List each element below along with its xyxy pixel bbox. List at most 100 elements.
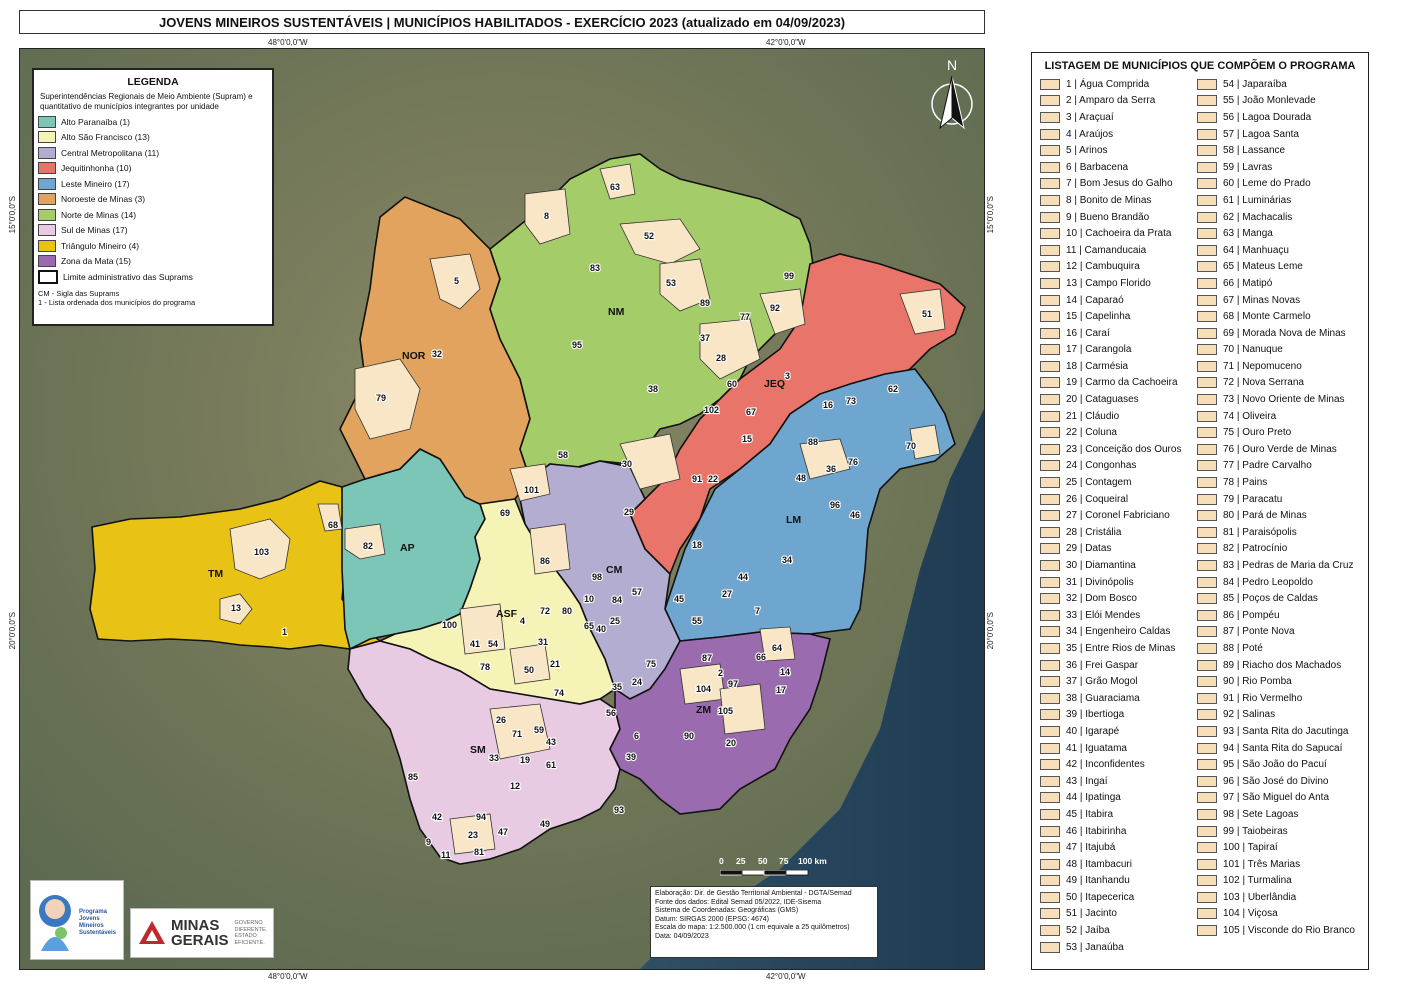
list-item-label: 87 | Ponte Nova bbox=[1223, 626, 1295, 638]
list-item: 37 | Grão Mogol bbox=[1040, 673, 1197, 690]
mun-num: 103 bbox=[254, 547, 269, 557]
mun-num: 68 bbox=[328, 520, 338, 530]
list-item: 82 | Patrocínio bbox=[1197, 541, 1354, 558]
region-label-asf: ASF bbox=[496, 608, 518, 620]
list-item-label: 68 | Monte Carmelo bbox=[1223, 311, 1311, 323]
list-item-label: 92 | Salinas bbox=[1223, 709, 1276, 721]
legend-panel: LEGENDA Superintendências Regionais de M… bbox=[32, 68, 274, 326]
state-logo: MINAS GERAIS GOVERNO DIFERENTE. ESTADO E… bbox=[130, 908, 274, 958]
list-item-swatch bbox=[1197, 891, 1217, 903]
legend-item-label: Leste Mineiro (17) bbox=[61, 178, 130, 189]
list-item-swatch bbox=[1040, 808, 1060, 820]
list-item: 41 | Iguatama bbox=[1040, 740, 1197, 757]
list-item-label: 100 | Tapiraí bbox=[1223, 842, 1278, 854]
legend-item: Leste Mineiro (17) bbox=[38, 176, 272, 192]
mun-num: 76 bbox=[848, 457, 858, 467]
mun-num: 72 bbox=[540, 606, 550, 616]
list-item-label: 62 | Machacalis bbox=[1223, 211, 1293, 223]
list-item-swatch bbox=[1197, 311, 1217, 323]
legend-title: LEGENDA bbox=[127, 76, 179, 88]
list-item-label: 17 | Carangola bbox=[1066, 344, 1132, 356]
list-item: 10 | Cachoeira da Prata bbox=[1040, 225, 1197, 242]
mun-num: 36 bbox=[826, 464, 836, 474]
mun-num: 37 bbox=[700, 333, 710, 343]
list-item: 30 | Diamantina bbox=[1040, 557, 1197, 574]
list-item-label: 64 | Manhuaçu bbox=[1223, 244, 1289, 256]
list-item: 79 | Paracatu bbox=[1197, 491, 1354, 508]
mun-num: 87 bbox=[702, 653, 712, 663]
list-item-label: 5 | Arinos bbox=[1066, 145, 1108, 157]
credit-line: Datum: SIRGAS 2000 (EPSG: 4674) bbox=[655, 915, 769, 923]
list-item-label: 103 | Uberlândia bbox=[1223, 891, 1297, 903]
scale-bar-graphic bbox=[720, 870, 809, 876]
mun-num: 50 bbox=[524, 665, 534, 675]
legend-item-label: Norte de Minas (14) bbox=[61, 209, 137, 220]
mun-num: 89 bbox=[700, 298, 710, 308]
list-item-swatch bbox=[1197, 659, 1217, 671]
list-item-label: 56 | Lagoa Dourada bbox=[1223, 111, 1312, 123]
legend-swatch bbox=[38, 193, 56, 206]
list-item-swatch bbox=[1197, 211, 1217, 223]
mun-num: 88 bbox=[808, 437, 818, 447]
mun-num: 84 bbox=[612, 595, 622, 605]
list-item: 65 | Mateus Leme bbox=[1197, 259, 1354, 276]
mun-num: 2 bbox=[718, 668, 723, 678]
list-item: 68 | Monte Carmelo bbox=[1197, 308, 1354, 325]
program-logo-line: Sustentáveis bbox=[79, 930, 117, 936]
mun-num: 57 bbox=[632, 587, 642, 597]
north-arrow-icon: N bbox=[931, 57, 973, 130]
list-item: 70 | Nanuque bbox=[1197, 342, 1354, 359]
mun-num: 75 bbox=[646, 659, 656, 669]
list-item: 11 | Camanducaia bbox=[1040, 242, 1197, 259]
mun-num: 99 bbox=[784, 271, 794, 281]
list-item-label: 63 | Manga bbox=[1223, 228, 1273, 240]
list-item-swatch bbox=[1040, 609, 1060, 621]
list-item-swatch bbox=[1197, 576, 1217, 588]
list-item: 39 | Ibertioga bbox=[1040, 707, 1197, 724]
list-item: 66 | Matipó bbox=[1197, 275, 1354, 292]
mun-num: 61 bbox=[546, 760, 556, 770]
list-item-label: 88 | Poté bbox=[1223, 642, 1263, 654]
list-item-label: 80 | Pará de Minas bbox=[1223, 510, 1307, 522]
mun-num: 63 bbox=[610, 182, 620, 192]
mun-num: 104 bbox=[696, 684, 711, 694]
list-item-swatch bbox=[1040, 709, 1060, 721]
list-item: 36 | Frei Gaspar bbox=[1040, 657, 1197, 674]
mun-num: 92 bbox=[770, 303, 780, 313]
lat-label-left-top: 15°0'0,0"S bbox=[8, 196, 17, 234]
list-item-swatch bbox=[1040, 95, 1060, 107]
list-item-swatch bbox=[1197, 692, 1217, 704]
list-item-swatch bbox=[1040, 891, 1060, 903]
list-item: 40 | Igarapé bbox=[1040, 723, 1197, 740]
legend-item-label: Alto São Francisco (13) bbox=[61, 132, 150, 143]
mun-num: 9 bbox=[426, 837, 431, 847]
list-item-label: 70 | Nanuque bbox=[1223, 344, 1283, 356]
legend-swatch bbox=[38, 162, 56, 175]
mun-num: 6 bbox=[634, 731, 639, 741]
list-item: 97 | São Miguel do Anta bbox=[1197, 790, 1354, 807]
legend-boundary-label: Limite administrativo das Suprams bbox=[63, 271, 193, 282]
list-item: 2 | Amparo da Serra bbox=[1040, 93, 1197, 110]
program-logo-line: Programa bbox=[79, 909, 108, 915]
legend-item: Sul de Minas (17) bbox=[38, 223, 272, 239]
list-item: 43 | Ingaí bbox=[1040, 773, 1197, 790]
legend-item-label: Zona da Mata (15) bbox=[61, 256, 131, 267]
scale-label-100: 100 km bbox=[798, 856, 827, 866]
mun-num: 19 bbox=[520, 755, 530, 765]
list-item-swatch bbox=[1040, 792, 1060, 804]
mun-num: 96 bbox=[830, 500, 840, 510]
list-item-label: 50 | Itapecerica bbox=[1066, 891, 1135, 903]
legend-item: Norte de Minas (14) bbox=[38, 207, 272, 223]
list-item: 73 | Novo Oriente de Minas bbox=[1197, 391, 1354, 408]
list-item: 49 | Itanhandu bbox=[1040, 873, 1197, 890]
list-item: 54 | Japaraíba bbox=[1197, 76, 1354, 93]
list-item-label: 98 | Sete Lagoas bbox=[1223, 808, 1299, 820]
mun-num: 17 bbox=[776, 685, 786, 695]
list-item-swatch bbox=[1040, 626, 1060, 638]
list-item-label: 86 | Pompéu bbox=[1223, 609, 1280, 621]
region-label-lm: LM bbox=[786, 514, 801, 526]
list-item-label: 7 | Bom Jesus do Galho bbox=[1066, 178, 1173, 190]
state-logo-line2: GERAIS bbox=[171, 932, 229, 949]
list-item-swatch bbox=[1040, 642, 1060, 654]
list-item-label: 31 | Divinópolis bbox=[1066, 576, 1134, 588]
